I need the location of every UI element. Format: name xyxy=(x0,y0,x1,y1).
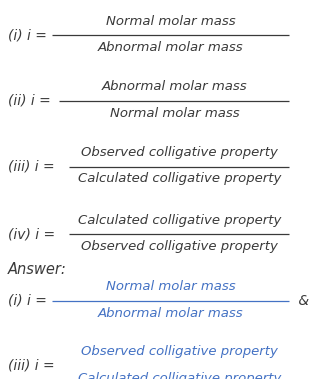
Text: Observed colligative property: Observed colligative property xyxy=(81,240,278,253)
Text: (iii) i =: (iii) i = xyxy=(8,160,54,174)
Text: Calculated colligative property: Calculated colligative property xyxy=(78,371,281,379)
Text: Calculated colligative property: Calculated colligative property xyxy=(78,214,281,227)
Text: Normal molar mass: Normal molar mass xyxy=(106,280,235,293)
Text: Observed colligative property: Observed colligative property xyxy=(81,345,278,358)
Text: (ii) i =: (ii) i = xyxy=(8,94,51,108)
Text: (i) i =: (i) i = xyxy=(8,28,46,42)
Text: Normal molar mass: Normal molar mass xyxy=(106,14,235,28)
Text: (iii) i =: (iii) i = xyxy=(8,359,54,373)
Text: &: & xyxy=(294,294,309,308)
Text: (i) i =: (i) i = xyxy=(8,294,46,308)
Text: Abnormal molar mass: Abnormal molar mass xyxy=(98,307,243,319)
Text: Normal molar mass: Normal molar mass xyxy=(110,106,239,120)
Text: (iv) i =: (iv) i = xyxy=(8,227,55,241)
Text: Observed colligative property: Observed colligative property xyxy=(81,146,278,159)
Text: Answer:: Answer: xyxy=(8,262,66,277)
Text: Calculated colligative property: Calculated colligative property xyxy=(78,172,281,185)
Text: Abnormal molar mass: Abnormal molar mass xyxy=(98,41,243,54)
Text: Abnormal molar mass: Abnormal molar mass xyxy=(102,80,247,93)
